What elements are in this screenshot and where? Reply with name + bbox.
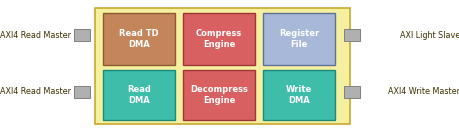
Bar bbox=[263, 70, 334, 120]
Text: Decompress
Engine: Decompress Engine bbox=[190, 85, 247, 105]
Bar bbox=[343, 29, 359, 41]
Bar bbox=[343, 86, 359, 98]
Bar bbox=[103, 13, 174, 65]
Text: AXI4 Write Master: AXI4 Write Master bbox=[387, 88, 459, 96]
Text: Read TD
DMA: Read TD DMA bbox=[119, 29, 158, 49]
Bar bbox=[95, 8, 349, 124]
Bar bbox=[103, 70, 174, 120]
Text: Write
DMA: Write DMA bbox=[285, 85, 312, 105]
Bar bbox=[183, 70, 254, 120]
Text: Compress
Engine: Compress Engine bbox=[196, 29, 241, 49]
Text: AXI Light Slave: AXI Light Slave bbox=[399, 30, 459, 39]
Text: Register
File: Register File bbox=[278, 29, 319, 49]
Text: Read
DMA: Read DMA bbox=[127, 85, 151, 105]
Bar bbox=[74, 86, 90, 98]
Bar bbox=[183, 13, 254, 65]
Text: AXI4 Read Master: AXI4 Read Master bbox=[0, 88, 71, 96]
Text: AXI4 Read Master: AXI4 Read Master bbox=[0, 30, 71, 39]
Bar bbox=[74, 29, 90, 41]
Bar bbox=[263, 13, 334, 65]
